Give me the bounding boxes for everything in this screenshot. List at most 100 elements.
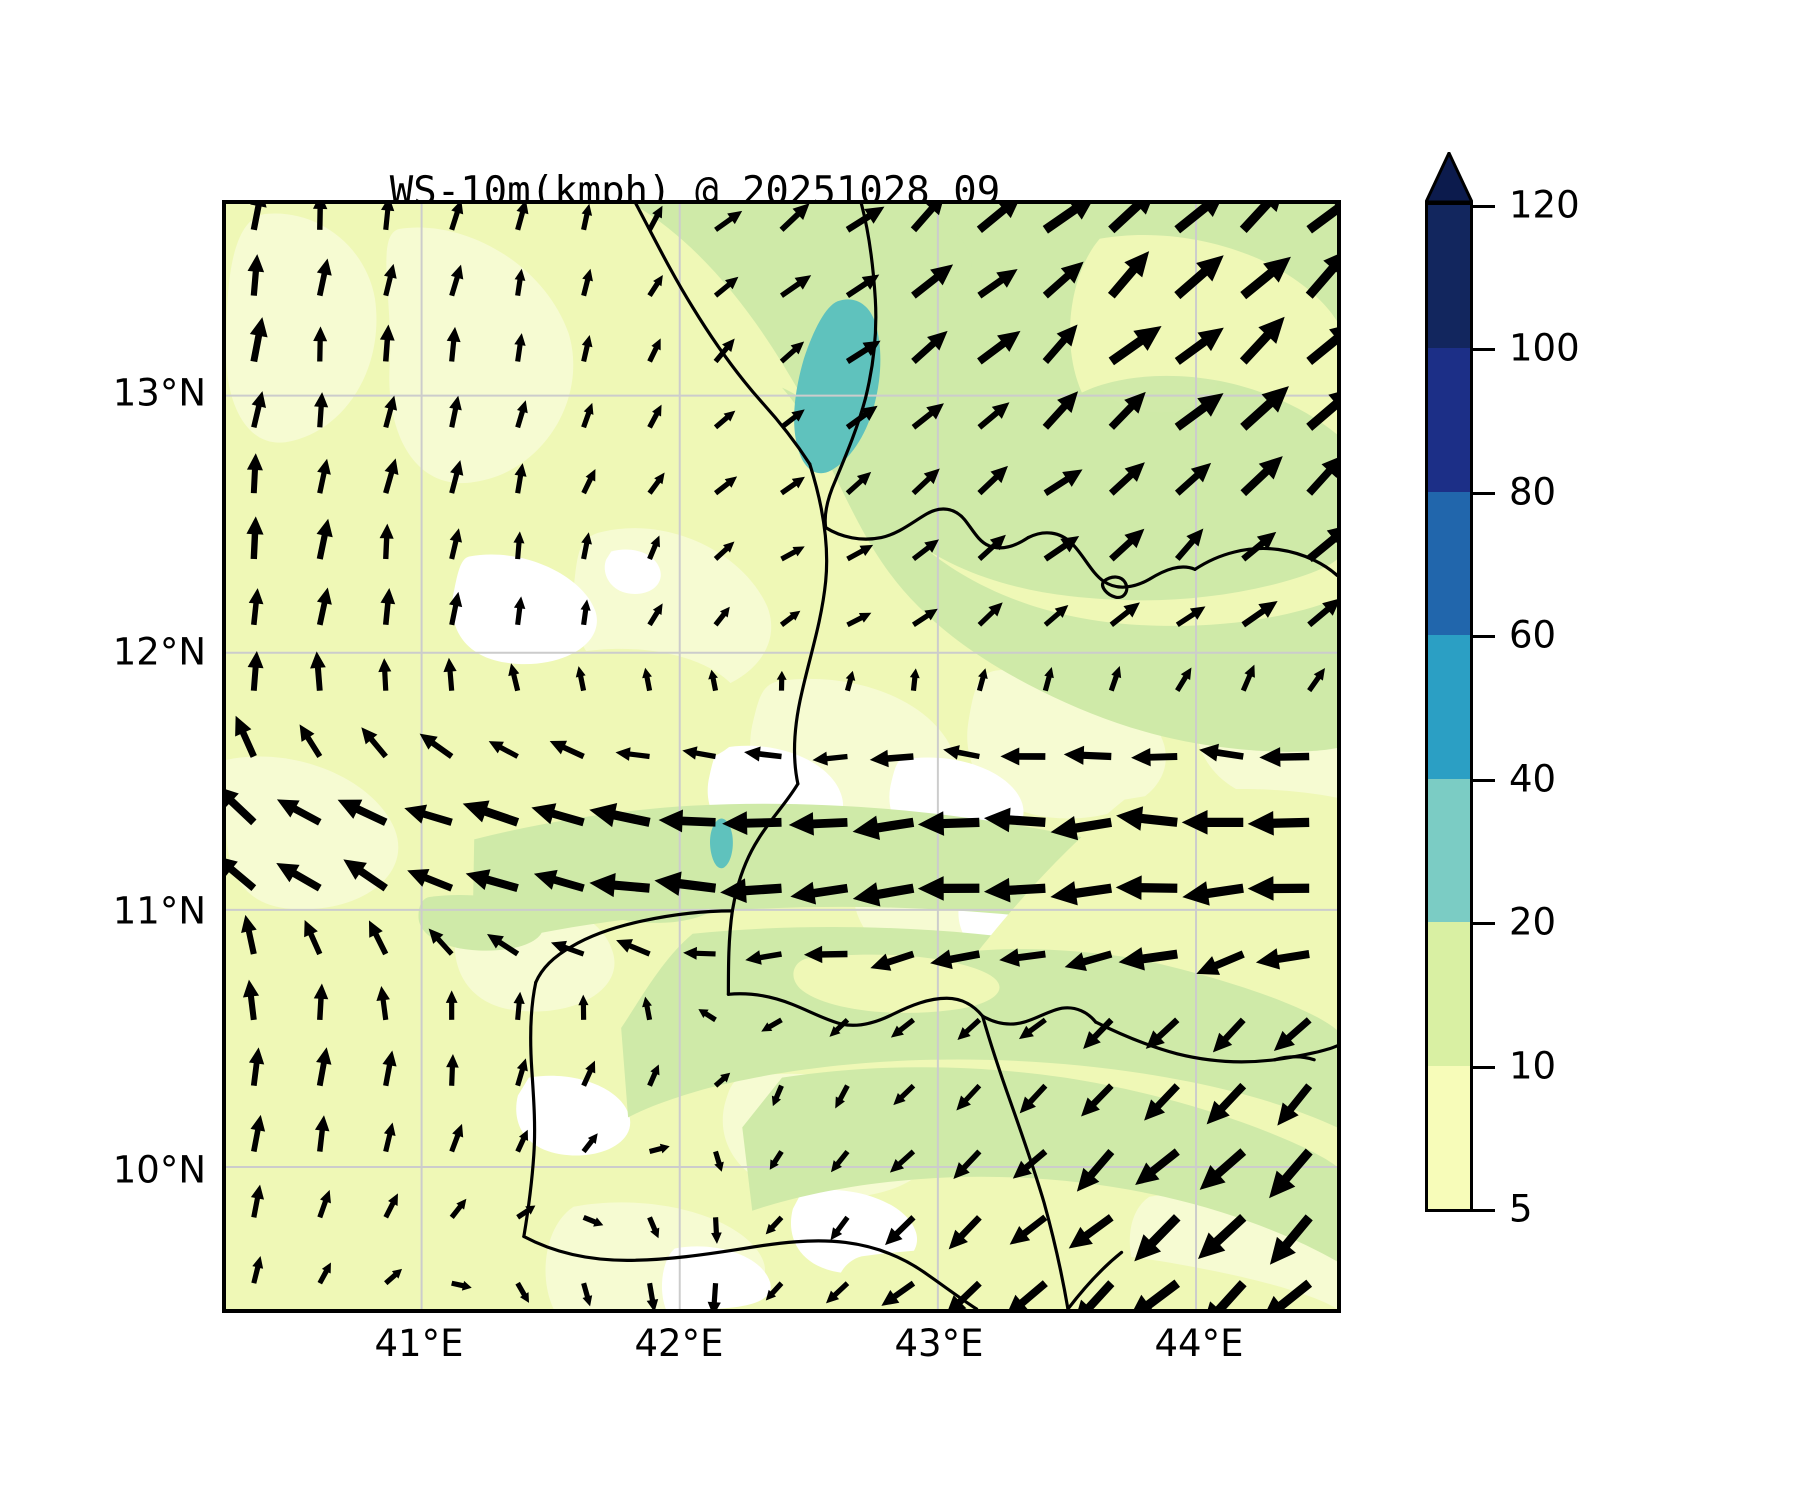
- wind-vector-arrow: [1241, 531, 1277, 562]
- wind-vector-arrow: [977, 465, 1008, 496]
- wind-vector-arrow: [383, 395, 398, 428]
- wind-vector-arrow: [779, 204, 810, 232]
- wind-vector-arrow: [1273, 1017, 1312, 1051]
- colorbar-tick-label: 120: [1509, 183, 1580, 227]
- wind-vector-arrow: [615, 747, 650, 761]
- wind-vector-arrow: [383, 263, 397, 297]
- wind-vector-arrow: [744, 746, 782, 762]
- wind-vector-arrow: [515, 400, 528, 429]
- colorbar-tick-mark: [1473, 778, 1495, 782]
- wind-vector-arrow: [1109, 528, 1145, 562]
- wind-vector-arrow: [581, 402, 594, 429]
- wind-vector-arrow: [384, 1268, 403, 1286]
- colorbar-segment: [1428, 778, 1470, 923]
- wind-vector-arrow: [1116, 806, 1178, 831]
- wind-vector-arrow: [550, 940, 585, 957]
- contour-band-40-60: [709, 299, 881, 869]
- wind-vector-arrow: [1131, 747, 1178, 767]
- wind-vector-arrow: [845, 340, 881, 364]
- wind-vector-arrow: [549, 740, 585, 760]
- wind-vector-arrow: [790, 881, 849, 905]
- map-gridlines: [226, 204, 1337, 1309]
- xtick-label: 43°E: [894, 1322, 984, 1365]
- wind-vector-arrow: [1198, 1213, 1247, 1260]
- wind-vector-arrow: [647, 338, 661, 363]
- wind-vector-arrow: [1043, 604, 1069, 627]
- wind-vector-arrow: [1199, 1148, 1247, 1190]
- wind-vector-arrow: [276, 799, 322, 826]
- colorbar-ticks: 5 10 20 40 60 80 100 120: [1473, 184, 1753, 1231]
- wind-vector-arrow: [1199, 743, 1244, 762]
- wind-vector-arrow: [909, 668, 920, 691]
- wind-vector-arrow: [846, 544, 874, 562]
- wind-vector-arrow: [765, 1215, 784, 1235]
- wind-vector-arrow: [1083, 1017, 1114, 1049]
- wind-vector-arrow: [1240, 386, 1289, 431]
- wind-vector-arrow: [317, 1189, 331, 1219]
- wind-vector-arrow: [1118, 947, 1178, 971]
- wind-vector-arrow: [765, 1281, 784, 1301]
- wind-vector-arrow: [713, 338, 735, 364]
- wind-vector-arrow: [312, 204, 328, 230]
- wind-vector-arrow: [825, 1281, 850, 1304]
- wind-vector-arrow: [1207, 1280, 1247, 1309]
- wind-vector-arrow: [251, 391, 267, 428]
- wind-vector-arrow: [646, 1282, 659, 1309]
- wind-vector-arrow: [1042, 391, 1079, 430]
- map-svg: [226, 204, 1337, 1309]
- wind-vector-arrow: [1042, 324, 1078, 364]
- colorbar-segment: [1428, 491, 1470, 636]
- wind-vector-arrow: [451, 1280, 472, 1291]
- wind-vector-arrow: [812, 751, 848, 766]
- wind-vector-arrow: [713, 1150, 724, 1172]
- wind-vector-arrow: [316, 518, 333, 560]
- wind-vector-arrow: [829, 1018, 850, 1037]
- wind-vector-arrow: [713, 1072, 731, 1088]
- wind-vector-arrow: [977, 402, 1010, 430]
- wind-vector-arrow: [953, 1149, 982, 1179]
- ytick-label: 11°N: [112, 889, 206, 933]
- wind-vector-arrow: [708, 669, 719, 692]
- wind-vector-arrow: [514, 268, 526, 297]
- wind-vector-arrow: [917, 876, 980, 901]
- wind-vector-arrow: [1306, 392, 1337, 431]
- wind-vector-arrow: [1134, 1214, 1181, 1262]
- wind-vector-arrow: [248, 1047, 265, 1087]
- wind-vector-arrow: [654, 871, 717, 896]
- wind-vector-arrow: [445, 990, 458, 1020]
- teal-cell-small: [709, 818, 733, 869]
- wind-vector-arrow: [1239, 204, 1279, 233]
- wind-vector-arrow: [647, 1216, 660, 1239]
- wind-vector-arrow: [869, 749, 914, 768]
- wind-vector-arrow: [1247, 811, 1310, 836]
- wind-vector-arrow: [1196, 950, 1245, 975]
- wind-vector-arrow: [515, 1058, 528, 1087]
- wind-vector-arrow: [449, 460, 464, 494]
- wind-vector-arrow: [317, 1262, 331, 1285]
- wind-vector-arrow: [582, 1214, 604, 1227]
- wind-vector-arrow: [247, 254, 265, 296]
- colorbar-tick-mark: [1473, 1065, 1495, 1069]
- wind-vector-arrow: [251, 1255, 264, 1284]
- wind-vector-arrow: [714, 210, 743, 232]
- wind-vector-arrow: [977, 269, 1018, 299]
- wind-vector-arrow: [1174, 462, 1212, 496]
- wind-vector-arrow: [533, 869, 585, 892]
- wind-vector-arrow: [581, 1133, 598, 1154]
- wind-vector-arrow: [1174, 204, 1220, 234]
- wind-vector-arrow: [250, 1114, 266, 1153]
- wind-vector-arrow: [1269, 1214, 1313, 1265]
- wind-vector-arrow: [647, 205, 663, 232]
- wind-vector-arrow: [720, 878, 782, 904]
- colorbar-tick-label: 10: [1509, 1044, 1557, 1088]
- wind-vector-arrow: [780, 275, 812, 298]
- wind-vector-arrow: [581, 468, 596, 495]
- wind-vector-arrow: [1042, 666, 1054, 692]
- wind-vector-arrow: [745, 950, 782, 965]
- wind-vector-arrow: [845, 471, 872, 496]
- colorbar-tick-mark: [1473, 205, 1495, 208]
- wind-vector-arrow: [1108, 391, 1146, 430]
- wind-vector-arrow: [830, 1149, 850, 1173]
- wind-vector-arrow: [589, 802, 651, 828]
- wind-vector-arrow: [449, 1123, 464, 1153]
